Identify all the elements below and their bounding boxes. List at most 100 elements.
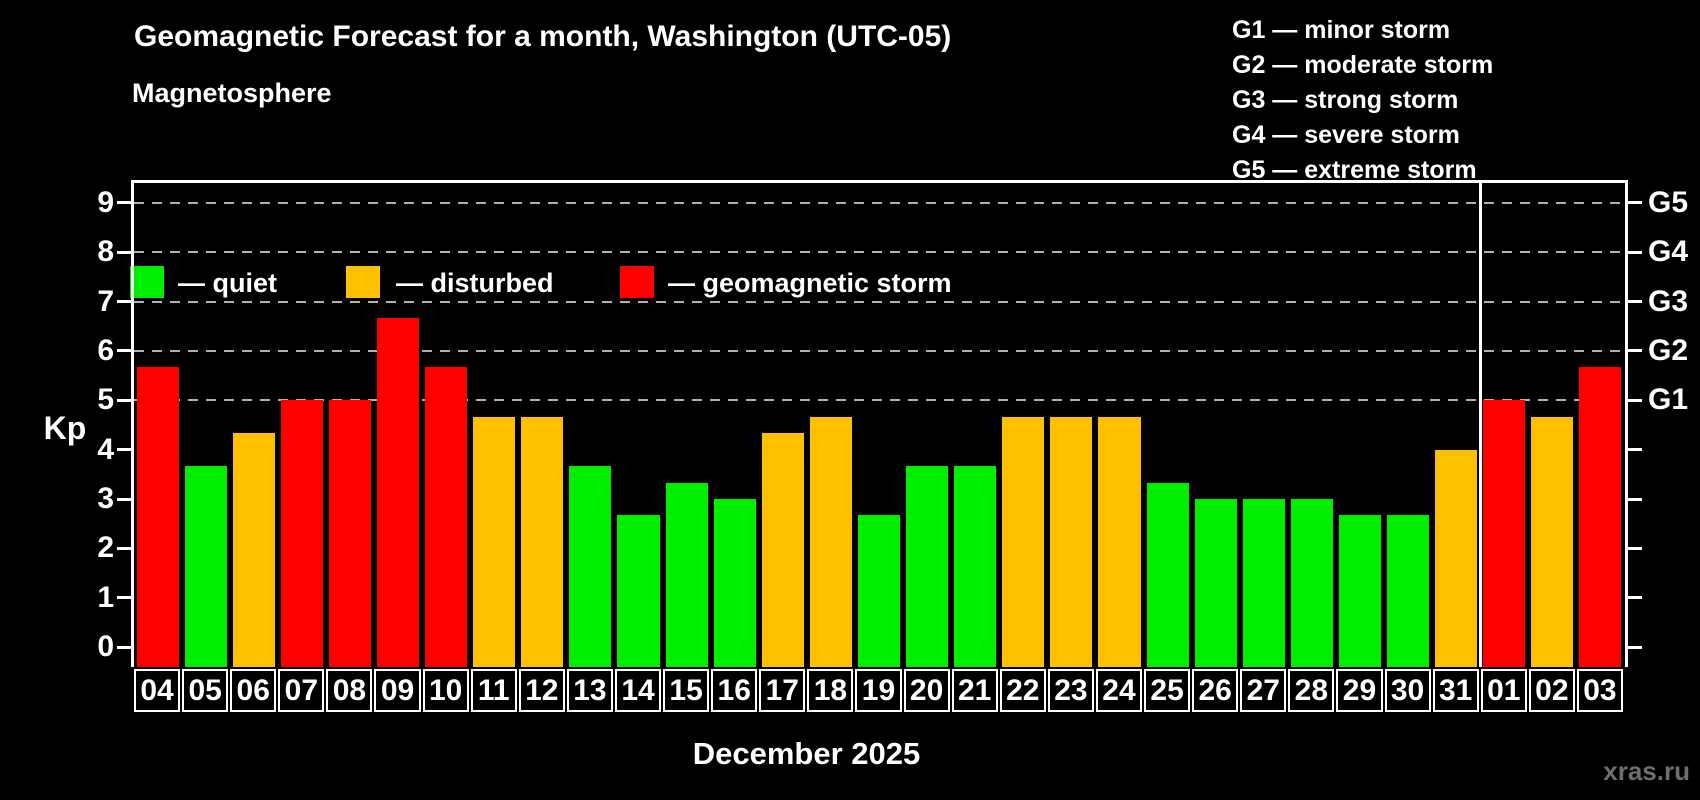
y-tick-label-2: 2 xyxy=(97,531,114,565)
left-tick-3 xyxy=(117,497,131,501)
day-label-30: 30 xyxy=(1384,669,1431,712)
g-scale-label-G4: G4 xyxy=(1648,235,1689,269)
y-tick-label-3: 3 xyxy=(97,482,114,516)
day-label-28: 28 xyxy=(1288,669,1335,712)
g5-legend-line: G5 — extreme storm xyxy=(1232,156,1477,184)
day-label-10: 10 xyxy=(422,669,469,712)
y-tick-label-0: 0 xyxy=(97,630,114,664)
bar-day-09 xyxy=(376,317,420,667)
y-tick-label-9: 9 xyxy=(97,185,114,219)
x-axis-title: December 2025 xyxy=(692,736,921,771)
day-label-03: 03 xyxy=(1576,669,1623,712)
day-label-09: 09 xyxy=(374,669,421,712)
day-label-13: 13 xyxy=(566,669,613,712)
bar-day-25 xyxy=(1146,482,1189,667)
day-label-31: 31 xyxy=(1432,669,1479,712)
disturbed-color-swatch xyxy=(346,266,380,298)
g-scale-label-G1: G1 xyxy=(1648,383,1689,417)
day-label-20: 20 xyxy=(903,669,950,712)
y-tick-label-5: 5 xyxy=(97,383,114,417)
bar-day-02 xyxy=(1531,416,1574,667)
plot-top-border xyxy=(131,180,1628,183)
bar-day-04 xyxy=(136,367,179,667)
right-tick-8 xyxy=(1628,250,1642,254)
bar-day-06 xyxy=(232,433,275,667)
bar-day-22 xyxy=(1002,416,1045,667)
right-tick-9 xyxy=(1628,201,1642,205)
day-label-21: 21 xyxy=(951,669,998,712)
day-label-26: 26 xyxy=(1192,669,1239,712)
bar-day-11 xyxy=(473,416,516,667)
day-label-05: 05 xyxy=(182,669,229,712)
right-axis-line xyxy=(1625,183,1628,667)
bar-day-31 xyxy=(1435,449,1478,667)
g-scale-label-G2: G2 xyxy=(1648,333,1689,367)
y-tick-label-6: 6 xyxy=(97,333,114,367)
day-label-16: 16 xyxy=(711,669,758,712)
bar-day-21 xyxy=(954,465,997,667)
watermark: xras.ru xyxy=(1603,756,1690,786)
right-tick-0 xyxy=(1628,645,1642,649)
bar-day-08 xyxy=(328,400,371,667)
day-label-08: 08 xyxy=(326,669,373,712)
bar-day-15 xyxy=(665,482,708,667)
gridline-kp9 xyxy=(134,201,1625,204)
y-tick-label-8: 8 xyxy=(97,235,114,269)
g1-legend-line: G1 — minor storm xyxy=(1232,16,1451,44)
right-tick-1 xyxy=(1628,596,1642,600)
right-tick-2 xyxy=(1628,546,1642,550)
left-tick-9 xyxy=(117,201,131,205)
bar-day-18 xyxy=(809,416,852,667)
right-tick-3 xyxy=(1628,497,1642,501)
bar-day-23 xyxy=(1050,416,1093,667)
left-tick-4 xyxy=(117,448,131,452)
magnetosphere-subtitle: Magnetosphere xyxy=(132,78,332,108)
right-tick-6 xyxy=(1628,349,1642,353)
gridline-kp5 xyxy=(134,399,1625,402)
bar-day-16 xyxy=(713,499,756,667)
bar-day-01 xyxy=(1483,400,1526,667)
left-tick-6 xyxy=(117,349,131,353)
bar-day-28 xyxy=(1290,499,1333,667)
day-label-23: 23 xyxy=(1047,669,1094,712)
bar-day-20 xyxy=(906,465,949,667)
left-axis-line xyxy=(131,183,134,667)
bar-day-13 xyxy=(569,465,612,667)
disturbed-legend-label: — disturbed xyxy=(396,268,554,298)
bar-day-27 xyxy=(1242,499,1285,667)
bar-day-26 xyxy=(1194,499,1237,667)
gridline-kp8 xyxy=(134,251,1625,254)
kp-state-legend: — quiet — disturbed — geomagnetic storm xyxy=(0,132,1100,298)
day-label-12: 12 xyxy=(518,669,565,712)
gridline-kp6 xyxy=(134,349,1625,352)
day-label-15: 15 xyxy=(663,669,710,712)
month-separator-line xyxy=(1479,183,1483,667)
g-scale-label-G5: G5 xyxy=(1648,185,1689,219)
day-label-22: 22 xyxy=(999,669,1046,712)
day-label-14: 14 xyxy=(614,669,662,712)
g-scale-label-G3: G3 xyxy=(1648,284,1689,318)
bar-day-19 xyxy=(857,515,901,667)
gridline-kp7 xyxy=(134,300,1625,303)
left-tick-7 xyxy=(117,300,131,304)
y-tick-label-1: 1 xyxy=(97,580,114,614)
day-label-24: 24 xyxy=(1095,669,1143,712)
day-label-11: 11 xyxy=(470,669,517,712)
bar-day-17 xyxy=(761,433,804,667)
left-tick-2 xyxy=(117,546,131,550)
day-label-19: 19 xyxy=(855,669,902,712)
left-tick-5 xyxy=(117,398,131,402)
g3-legend-line: G3 — strong storm xyxy=(1232,86,1459,114)
day-label-02: 02 xyxy=(1528,669,1575,712)
g-scale-legend: G1 — minor storm G2 — moderate storm G3 … xyxy=(1232,13,1493,188)
day-label-25: 25 xyxy=(1144,669,1191,712)
right-tick-5 xyxy=(1628,398,1642,402)
g2-legend-line: G2 — moderate storm xyxy=(1232,51,1494,79)
left-tick-1 xyxy=(117,596,131,600)
bar-day-10 xyxy=(425,367,468,667)
bar-day-05 xyxy=(184,465,227,667)
bar-day-14 xyxy=(617,515,660,667)
chart-title: Geomagnetic Forecast for a month, Washin… xyxy=(134,20,952,53)
day-label-07: 07 xyxy=(278,669,325,712)
